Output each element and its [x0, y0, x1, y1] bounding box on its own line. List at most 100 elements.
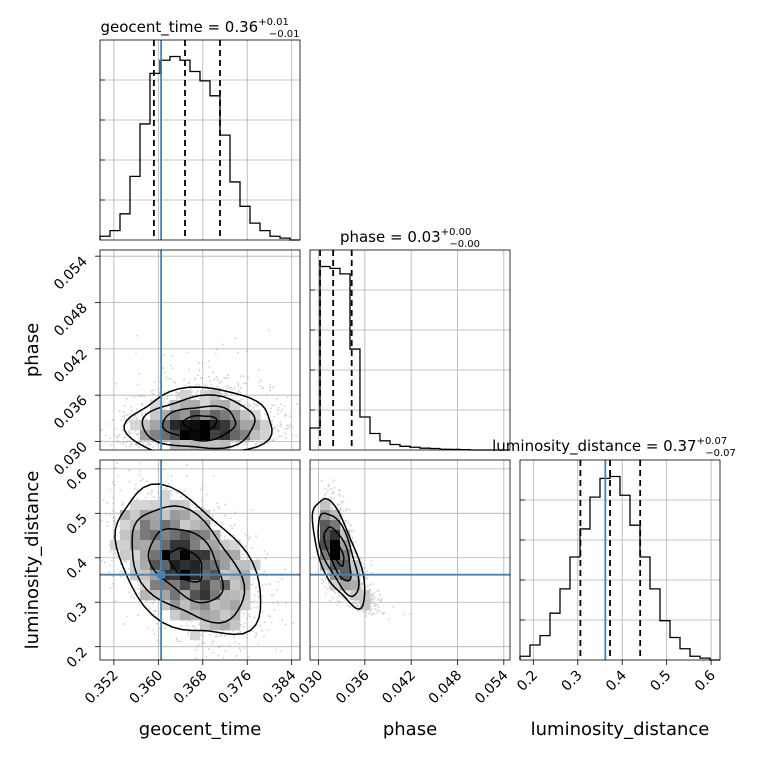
luminosity-distance-ytick-label-0: 0.2	[64, 644, 91, 671]
luminosity-distance-vs-geocent-time-density-bin	[230, 550, 241, 561]
phase-vs-geocent-time-contour-1	[161, 405, 237, 442]
phase-title-prefix: phase = 0.03	[340, 228, 441, 246]
phase-vs-geocent-time-density-bin	[260, 430, 271, 441]
phase-vs-geocent-time-density-bin	[170, 430, 181, 441]
geocent-time-histogram-step	[99, 55, 300, 241]
luminosity-distance-vs-phase-density-bin	[320, 530, 331, 541]
phase-vs-geocent-time-contours	[123, 386, 273, 450]
luminosity-distance-vs-geocent-time-density-bin	[110, 540, 121, 551]
phase-histogram-panel	[309, 249, 511, 451]
luminosity-distance-vs-geocent-time-density-bin	[170, 520, 181, 531]
luminosity-distance-vs-phase-density-bin	[330, 540, 341, 551]
luminosity-distance-vs-geocent-time-density-bin	[190, 600, 201, 611]
luminosity-distance-vs-geocent-time-density-bin	[180, 600, 191, 611]
phase-vs-geocent-time-density-bin	[240, 420, 251, 431]
luminosity-distance-vs-geocent-time-density-bin	[150, 500, 161, 511]
geocent-time-xtick-label-1: 0.360	[126, 668, 166, 708]
phase-vs-geocent-time-density-bin	[240, 410, 251, 421]
phase-vs-geocent-time-density-bin	[180, 430, 191, 441]
luminosity-distance-vs-phase-density-bin	[340, 530, 351, 541]
luminosity-distance-vs-geocent-time-density-bin	[180, 560, 191, 571]
geocent-time-xtick-label-0: 0.352	[82, 668, 122, 708]
luminosity-distance-vs-geocent-time-density-bin	[170, 580, 181, 591]
luminosity-distance-vs-geocent-time-density-bin	[200, 520, 211, 531]
phase-vs-geocent-time-density	[130, 390, 271, 450]
luminosity-distance-vs-geocent-time-density-bin	[190, 630, 201, 641]
luminosity-distance-vs-geocent-time-density-bin	[120, 530, 131, 541]
phase-ytick-label-2: 0.042	[51, 346, 91, 386]
luminosity-distance-vs-geocent-time-density-bin	[200, 540, 211, 551]
luminosity-distance-vs-geocent-time-density-bin	[170, 590, 181, 601]
luminosity-distance-histogram-panel	[519, 459, 721, 661]
geocent-time-xtick-label-2: 0.368	[171, 668, 211, 708]
luminosity-distance-xtick-label-1: 0.3	[559, 668, 586, 695]
luminosity-distance-vs-phase-density-bin	[330, 510, 341, 521]
phase-vs-geocent-time-density-bin	[250, 420, 261, 431]
luminosity-distance-ytick-label-1: 0.3	[64, 600, 91, 627]
luminosity-distance-vs-geocent-time-density-bin	[220, 590, 231, 601]
luminosity-distance-vs-geocent-time-density-bin	[180, 590, 191, 601]
phase-vs-geocent-time-density-bin	[260, 420, 271, 431]
phase-hist-frame	[309, 249, 511, 451]
luminosity-distance-vs-geocent-time-density-bin	[140, 500, 151, 511]
luminosity-distance-vs-geocent-time-density-bin	[150, 530, 161, 541]
luminosity-distance-xtick-label-0: 0.2	[514, 668, 541, 695]
luminosity-distance-vs-geocent-time-density-bin	[230, 590, 241, 601]
luminosity-distance-vs-geocent-time-density-bin	[220, 610, 231, 621]
luminosity-distance-vs-geocent-time-density-bin	[160, 540, 171, 551]
luminosity-distance-vs-geocent-time-density-bin	[140, 530, 151, 541]
y-axis-label-phase: phase	[22, 323, 43, 377]
luminosity-distance-vs-geocent-time-density-bin	[130, 560, 141, 571]
luminosity-distance-vs-geocent-time-density-bin	[240, 590, 251, 601]
phase-vs-geocent-time-density-bin	[190, 430, 201, 441]
phase-title-sup: +0.00	[441, 227, 472, 238]
phase-title: phase = 0.03+0.00 −0.00	[340, 227, 480, 250]
phase-vs-geocent-time-contour-2	[141, 394, 256, 450]
phase-xtick-label-1: 0.036	[333, 667, 373, 707]
luminosity-distance-vs-geocent-time-density-bin	[170, 500, 181, 511]
luminosity-distance-vs-geocent-time-contours	[114, 483, 262, 636]
luminosity-distance-vs-geocent-time-density-bin	[220, 560, 231, 571]
phase-vs-geocent-time-density-bin	[180, 410, 191, 421]
luminosity-distance-vs-phase-density	[320, 500, 371, 611]
luminosity-distance-vs-geocent-time-density-bin	[190, 580, 201, 591]
luminosity-distance-vs-geocent-time-density-bin	[180, 580, 191, 591]
luminosity-distance-ytick-label-3: 0.5	[64, 511, 91, 538]
luminosity-distance-vs-geocent-time-density	[110, 490, 261, 641]
luminosity-distance-vs-geocent-time-density-bin	[240, 580, 251, 591]
luminosity-distance-vs-phase-density-bin	[320, 550, 331, 561]
geocent-time-title-prefix: geocent_time = 0.36	[101, 18, 259, 37]
luminosity-distance-vs-geocent-time-density-bin	[120, 510, 131, 521]
phase-vs-geocent-time-contour-0	[182, 414, 218, 432]
luminosity-distance-vs-geocent-time-density-bin	[190, 560, 201, 571]
phase-vs-geocent-time-density-bin	[140, 420, 151, 431]
luminosity-distance-vs-geocent-time-density-bin	[240, 560, 251, 571]
luminosity-distance-vs-geocent-time-density-bin	[160, 600, 171, 611]
luminosity-distance-vs-geocent-time-density-bin	[170, 550, 181, 561]
luminosity-distance-vs-geocent-time-density-bin	[170, 560, 181, 571]
luminosity-distance-vs-geocent-time-contour-1	[147, 528, 225, 604]
luminosity-distance-vs-geocent-time-density-bin	[200, 510, 211, 521]
luminosity-distance-vs-geocent-time-density-bin	[130, 510, 141, 521]
luminosity-distance-vs-geocent-time-density-bin	[190, 540, 201, 551]
luminosity-distance-xtick-label-2: 0.4	[603, 667, 630, 694]
phase-vs-geocent-time-density-bin	[220, 440, 231, 450]
phase-vs-geocent-time-density-bin	[160, 430, 171, 441]
luminosity-distance-vs-phase-density-bin	[320, 520, 331, 531]
luminosity-distance-vs-geocent-time-density-bin	[220, 580, 231, 591]
luminosity-distance-vs-geocent-time-density-bin	[210, 540, 221, 551]
luminosity-distance-vs-geocent-time-density-bin	[230, 580, 241, 591]
luminosity-distance-vs-geocent-time-density-bin	[210, 590, 221, 601]
phase-vs-geocent-time-density-bin	[130, 420, 141, 431]
phase-vs-geocent-time-density-bin	[150, 400, 161, 411]
luminosity-distance-vs-phase-density-bin	[320, 500, 331, 511]
luminosity-distance-vs-phase-density-bin	[340, 550, 351, 561]
phase-vs-geocent-time-density-bin	[200, 420, 211, 431]
luminosity-distance-vs-geocent-time-density-bin	[160, 490, 171, 501]
luminosity-distance-vs-geocent-time-density-bin	[130, 530, 141, 541]
phase-vs-geocent-time-density-bin	[150, 420, 161, 431]
phase-ytick-label-1: 0.036	[51, 393, 91, 433]
luminosity-distance-vs-geocent-time-density-bin	[180, 530, 191, 541]
phase-vs-geocent-time-frame	[99, 249, 301, 451]
